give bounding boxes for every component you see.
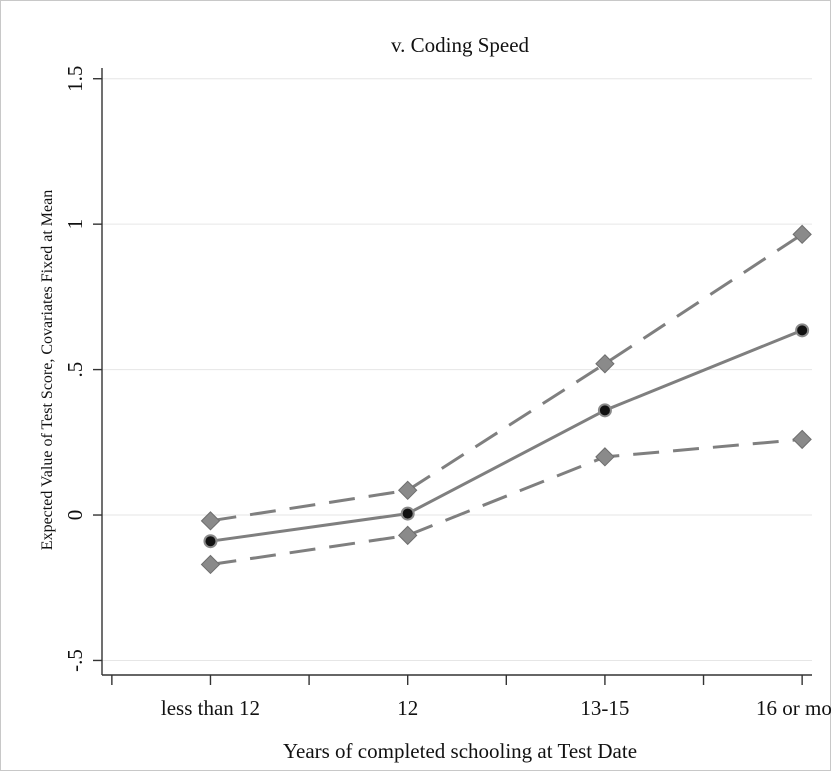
- series-point-lower: [792, 429, 812, 450]
- chart-title: v. Coding Speed: [391, 33, 530, 57]
- y-tick-label: -.5: [63, 649, 87, 672]
- series-point-upper: [397, 480, 418, 501]
- series-point-estimate: [203, 534, 218, 549]
- y-tick-label: .5: [63, 362, 87, 378]
- y-tick-label: 1.5: [63, 66, 87, 92]
- series-point-upper: [792, 224, 812, 245]
- x-tick-label: 12: [397, 696, 418, 720]
- grid-layer: [102, 78, 812, 661]
- series-layer: [200, 224, 812, 575]
- series-point-upper: [200, 511, 221, 531]
- series-line-upper: [210, 233, 803, 523]
- series-point-estimate: [795, 323, 810, 338]
- y-tick-label: 1: [63, 219, 87, 230]
- series-point-lower: [595, 447, 615, 467]
- x-tick-label: 13-15: [580, 696, 629, 720]
- x-tick-label: less than 12: [161, 696, 260, 720]
- series-line-lower: [210, 437, 803, 566]
- series-point-lower: [200, 554, 221, 575]
- axes-layer: -.5 0 .5 1 1.5 less than 12 12 13-15 16 or more: [63, 66, 831, 720]
- series-point-lower: [397, 525, 418, 546]
- y-axis-label: Expected Value of Test Score, Covariates…: [39, 190, 56, 550]
- series-point-estimate: [400, 506, 415, 521]
- series-line-estimate: [210, 328, 803, 543]
- series-point-upper: [595, 354, 615, 374]
- series-point-estimate: [597, 403, 612, 418]
- x-axis-label: Years of completed schooling at Test Dat…: [283, 739, 637, 763]
- x-tick-label: 16 or more: [756, 696, 831, 720]
- y-tick-label: 0: [63, 510, 87, 521]
